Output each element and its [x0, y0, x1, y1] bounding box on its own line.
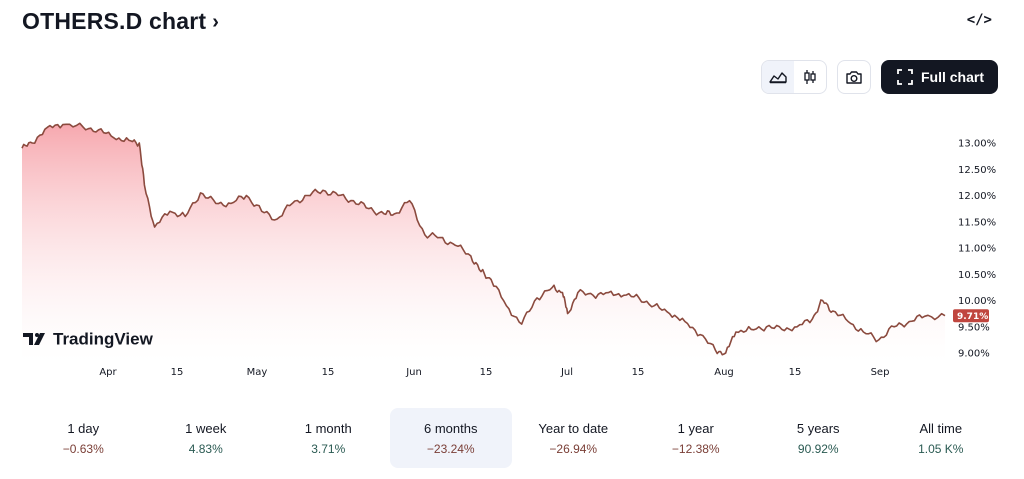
period-label: 1 month — [304, 420, 352, 436]
y-tick-label: 10.00% — [958, 296, 996, 307]
period-tab-1-day[interactable]: 1 day −0.63% — [22, 408, 145, 468]
period-tab-6-months[interactable]: 6 months −23.24% — [389, 408, 512, 468]
candlestick-icon — [804, 70, 816, 84]
period-tab-5-years[interactable]: 5 years 90.92% — [757, 408, 880, 468]
x-axis: Apr 15 May 15 Jun 15 Jul 15 Aug 15 Sep — [99, 367, 889, 378]
price-area-fill — [22, 123, 945, 362]
tradingview-mark-slash — [34, 333, 45, 345]
full-chart-button[interactable]: Full chart — [880, 60, 998, 94]
y-tick-label: 12.00% — [958, 191, 996, 202]
area-chart-icon — [769, 72, 787, 84]
period-change: 1.05 K% — [918, 441, 964, 456]
tradingview-logo[interactable]: TradingView — [23, 330, 154, 349]
period-change: −26.94% — [549, 441, 598, 456]
current-price-badge — [953, 309, 989, 323]
x-tick-label: Jul — [560, 367, 573, 378]
current-price-label: 9.71% — [957, 312, 988, 322]
period-change: 3.71% — [311, 441, 346, 456]
period-label: 6 months — [424, 420, 478, 436]
period-tab-all-time[interactable]: All time 1.05 K% — [880, 408, 1003, 468]
y-tick-label: 13.00% — [958, 139, 996, 150]
period-tab-1-year[interactable]: 1 year −12.38% — [635, 408, 758, 468]
period-change: −12.38% — [671, 441, 720, 456]
x-tick-label: 15 — [322, 367, 335, 378]
chart-title[interactable]: OTHERS.D chart › — [22, 8, 219, 35]
chart-toolbar: Full chart — [760, 60, 998, 94]
tradingview-wordmark: TradingView — [53, 330, 154, 349]
x-tick-label: 15 — [171, 367, 184, 378]
x-tick-label: 15 — [789, 367, 802, 378]
period-label: 5 years — [796, 420, 840, 436]
chevron-right-icon[interactable]: › — [212, 10, 220, 33]
period-label: 1 day — [67, 420, 100, 436]
y-tick-label: 9.50% — [958, 322, 990, 333]
y-tick-label: 11.50% — [958, 217, 996, 228]
x-tick-label: Apr — [99, 367, 117, 378]
plot-area — [21, 122, 946, 362]
period-label: 1 week — [185, 420, 227, 436]
x-tick-label: Jun — [405, 367, 422, 378]
embed-code-icon[interactable]: </> — [966, 12, 992, 28]
period-selector: 1 day −0.63% 1 week 4.83% 1 month 3.71% 6 mont… — [22, 408, 1002, 468]
camera-icon — [846, 70, 862, 84]
candlestick-button[interactable] — [794, 61, 826, 93]
price-chart[interactable]: 13.00% 12.50% 12.00% 11.50% 11.00% 10.50% 10.0… — [0, 100, 1024, 380]
x-tick-label: Sep — [871, 367, 890, 378]
fullscreen-icon — [897, 69, 913, 85]
y-axis: 13.00% 12.50% 12.00% 11.50% 11.00% 10.50% 10.0… — [953, 139, 996, 360]
y-tick-label: 9.00% — [958, 349, 990, 360]
tradingview-mark-dot — [35, 333, 39, 337]
period-label: Year to date — [538, 420, 609, 436]
period-change: 4.83% — [188, 441, 223, 456]
period-label: All time — [919, 420, 963, 436]
y-tick-label: 10.50% — [958, 270, 996, 281]
chart-style-toggle — [760, 60, 827, 94]
period-change: −23.24% — [426, 441, 475, 456]
area-chart-button[interactable] — [761, 61, 794, 93]
full-chart-label: Full chart — [920, 69, 984, 85]
x-tick-label: 15 — [632, 367, 645, 378]
y-tick-label: 11.00% — [958, 244, 996, 255]
x-tick-label: 15 — [480, 367, 493, 378]
period-tab-year-to-date[interactable]: Year to date −26.94% — [512, 408, 635, 468]
x-tick-label: Aug — [714, 367, 734, 378]
period-label: 1 year — [677, 420, 714, 436]
tradingview-mark-icon — [23, 333, 33, 345]
price-series-line — [21, 122, 946, 356]
period-change: −0.63% — [62, 441, 104, 456]
period-change: 90.92% — [797, 441, 839, 456]
x-tick-label: May — [247, 367, 268, 378]
period-tab-1-week[interactable]: 1 week 4.83% — [145, 408, 268, 468]
period-tab-1-month[interactable]: 1 month 3.71% — [267, 408, 390, 468]
symbol-title[interactable]: OTHERS.D chart — [22, 8, 207, 34]
snapshot-button[interactable] — [836, 60, 871, 94]
y-tick-label: 12.50% — [958, 165, 996, 176]
